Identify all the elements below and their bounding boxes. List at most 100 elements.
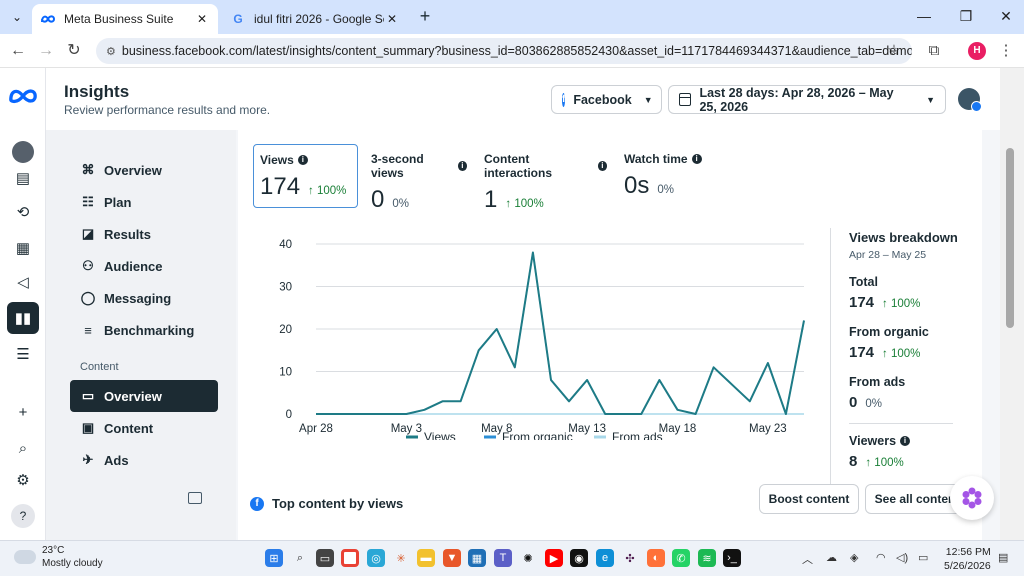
extensions-icon[interactable]: ⧉ <box>928 42 940 59</box>
metric-3-second-views[interactable]: 3-second views i 0 0% <box>365 144 473 213</box>
close-icon[interactable]: ✕ <box>386 12 398 26</box>
chatgpt-icon[interactable]: ✺ <box>523 552 533 565</box>
tab-search-icon[interactable]: ⌄ <box>11 10 23 24</box>
nav-label: Messaging <box>104 290 172 306</box>
nav-item-results[interactable]: ◪ Results <box>70 218 218 250</box>
ai-assistant-button[interactable] <box>950 476 994 520</box>
tray-chevron-icon[interactable]: ︿ <box>802 554 813 566</box>
scrollbar-thumb[interactable] <box>1006 148 1014 328</box>
menu-icon[interactable]: ⋮ <box>998 42 1014 59</box>
firefox-icon[interactable]: ◐ <box>647 549 665 567</box>
info-icon[interactable]: i <box>457 161 467 171</box>
reload-icon[interactable]: ↻ <box>67 42 81 59</box>
taskbar-clock[interactable]: 12:56 PM 5/26/2026 <box>944 545 991 573</box>
metric-label: 3-second views <box>371 152 424 180</box>
app-icon[interactable]: ✳ <box>396 552 406 565</box>
metric-content-interactions[interactable]: Content interactions i 1 ↑ 100% <box>478 144 613 213</box>
edge-icon[interactable]: e <box>596 549 614 567</box>
breakdown-label: Viewers <box>849 434 897 448</box>
spotify-icon[interactable]: ≋ <box>698 549 716 567</box>
file-explorer-icon[interactable]: ▬ <box>417 549 435 567</box>
site-info-icon[interactable]: ⚙ <box>106 45 116 58</box>
info-icon[interactable]: i <box>691 154 702 164</box>
tray-app-icon[interactable]: ◈ <box>850 552 859 564</box>
x-tick-label: May 23 <box>749 423 787 435</box>
profile-avatar[interactable]: H <box>968 42 986 60</box>
date-range-dropdown[interactable]: Last 28 days: Apr 28, 2026 – May 25, 202… <box>668 85 946 114</box>
create-plus-icon[interactable]: + <box>18 403 28 421</box>
windows-start-icon[interactable]: ⊞ <box>265 549 283 567</box>
inbox-icon[interactable]: ⟲ <box>16 204 30 221</box>
copilot-icon[interactable]: ◎ <box>367 549 385 567</box>
calendar-icon[interactable]: ▦ <box>15 240 31 257</box>
nav-item-messaging[interactable]: ◯ Messaging <box>70 282 218 314</box>
media-icon[interactable]: ◉ <box>570 549 588 567</box>
account-avatar-icon[interactable] <box>7 136 39 168</box>
slack-icon[interactable]: ✣ <box>625 552 635 565</box>
minimize-icon[interactable]: — <box>917 8 931 24</box>
views-line-chart: 0 10 20 30 40 Apr 28 May 3 May 8 May 13 May 18 May… <box>256 230 816 444</box>
plan-icon: ☷ <box>82 194 94 209</box>
close-icon[interactable]: ✕ <box>196 12 208 26</box>
ads-megaphone-icon[interactable]: ◁ <box>17 274 29 291</box>
posts-icon[interactable]: ▤ <box>15 170 31 187</box>
metric-value: 0 <box>371 186 385 213</box>
metric-views[interactable]: Views i 174 ↑ 100% <box>253 144 358 208</box>
youtube-icon[interactable]: ▶ <box>545 549 563 567</box>
settings-gear-icon[interactable]: ⚙ <box>16 472 30 489</box>
wifi-icon[interactable]: ◠ <box>876 552 886 564</box>
address-bar[interactable]: ⚙ business.facebook.com/latest/insights/… <box>96 38 912 64</box>
taskbar-search-icon[interactable]: ⌕ <box>296 551 304 564</box>
y-tick-label: 0 <box>286 409 292 421</box>
meta-logo-icon[interactable] <box>8 86 38 106</box>
weather-widget[interactable]: 23°C Mostly cloudy <box>12 544 103 570</box>
task-view-icon[interactable]: ▭ <box>316 549 334 567</box>
metric-watch-time[interactable]: Watch time i 0s 0% <box>618 144 718 208</box>
tab-google-search[interactable]: G idul fitri 2026 - Google Search ✕ <box>222 4 408 34</box>
volume-icon[interactable]: ◁) <box>896 552 909 564</box>
notification-icon[interactable]: ▤ <box>998 552 1009 564</box>
teams-icon[interactable]: T <box>494 549 512 567</box>
breakdown-label: Total <box>849 275 878 289</box>
breakdown-value: 174 <box>849 294 875 311</box>
x-tick-label: May 18 <box>659 423 697 435</box>
info-icon[interactable]: i <box>597 161 607 171</box>
battery-icon[interactable]: ▭ <box>918 552 929 564</box>
legend-label: Views <box>424 430 456 440</box>
x-tick-label: May 3 <box>391 423 422 435</box>
y-tick-label: 40 <box>279 239 292 251</box>
tab-meta-business-suite[interactable]: Meta Business Suite ✕ <box>32 4 218 34</box>
info-icon[interactable]: i <box>900 436 911 446</box>
platform-dropdown[interactable]: f Facebook ▼ <box>551 85 662 114</box>
nav-item-audience[interactable]: ⚇ Audience <box>70 250 218 282</box>
back-icon[interactable]: ← <box>10 42 26 59</box>
nav-item-ads[interactable]: ✈ Ads <box>70 444 218 476</box>
calendar-app-icon[interactable]: ▦ <box>468 549 486 567</box>
restore-icon[interactable]: ❐ <box>959 8 973 24</box>
whatsapp-icon[interactable]: ✆ <box>672 549 690 567</box>
bookmark-star-icon[interactable]: ☆ <box>887 42 901 59</box>
store-icon[interactable]: ▼ <box>443 549 461 567</box>
all-tools-icon[interactable]: ☰ <box>16 346 30 363</box>
nav-item-plan[interactable]: ☷ Plan <box>70 186 218 218</box>
collapse-sidebar-icon[interactable] <box>188 492 202 504</box>
forward-icon[interactable]: → <box>38 42 54 59</box>
info-icon[interactable]: i <box>297 155 308 165</box>
terminal-icon[interactable]: ›_ <box>723 549 741 567</box>
search-icon[interactable]: ⌕ <box>18 439 28 457</box>
onedrive-icon[interactable]: ☁ <box>826 552 837 564</box>
legend-label: From ads <box>612 430 663 440</box>
ads-icon: ✈ <box>82 452 94 467</box>
insights-icon[interactable]: ▮▮ <box>7 302 39 334</box>
nav-item-benchmarking[interactable]: ≡ Benchmarking <box>70 314 218 346</box>
boost-content-button[interactable]: Boost content <box>759 484 859 514</box>
breakdown-total: Total 174 ↑ 100% <box>849 275 970 311</box>
nav-item-overview[interactable]: ⌘ Overview <box>70 154 218 186</box>
nav-item-content[interactable]: ▣ Content <box>70 412 218 444</box>
new-tab-button[interactable]: + <box>419 6 431 26</box>
chrome-icon[interactable] <box>341 549 359 567</box>
page-scrollbar[interactable] <box>1000 68 1024 540</box>
help-icon[interactable]: ? <box>7 500 39 532</box>
window-close-icon[interactable]: ✕ <box>1000 8 1012 24</box>
nav-item-content-overview[interactable]: ▭ Overview <box>70 380 218 412</box>
